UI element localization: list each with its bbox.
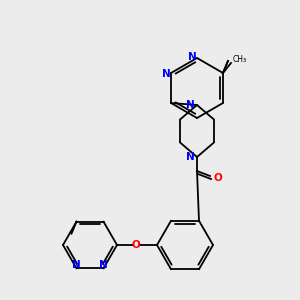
Text: CH₃: CH₃ [233, 56, 247, 64]
Text: N: N [186, 152, 194, 162]
Text: N: N [162, 69, 170, 79]
Text: O: O [132, 240, 140, 250]
Text: N: N [186, 100, 194, 110]
Text: O: O [213, 173, 222, 183]
Text: N: N [99, 260, 108, 270]
Text: N: N [188, 52, 196, 62]
Text: N: N [72, 260, 81, 270]
